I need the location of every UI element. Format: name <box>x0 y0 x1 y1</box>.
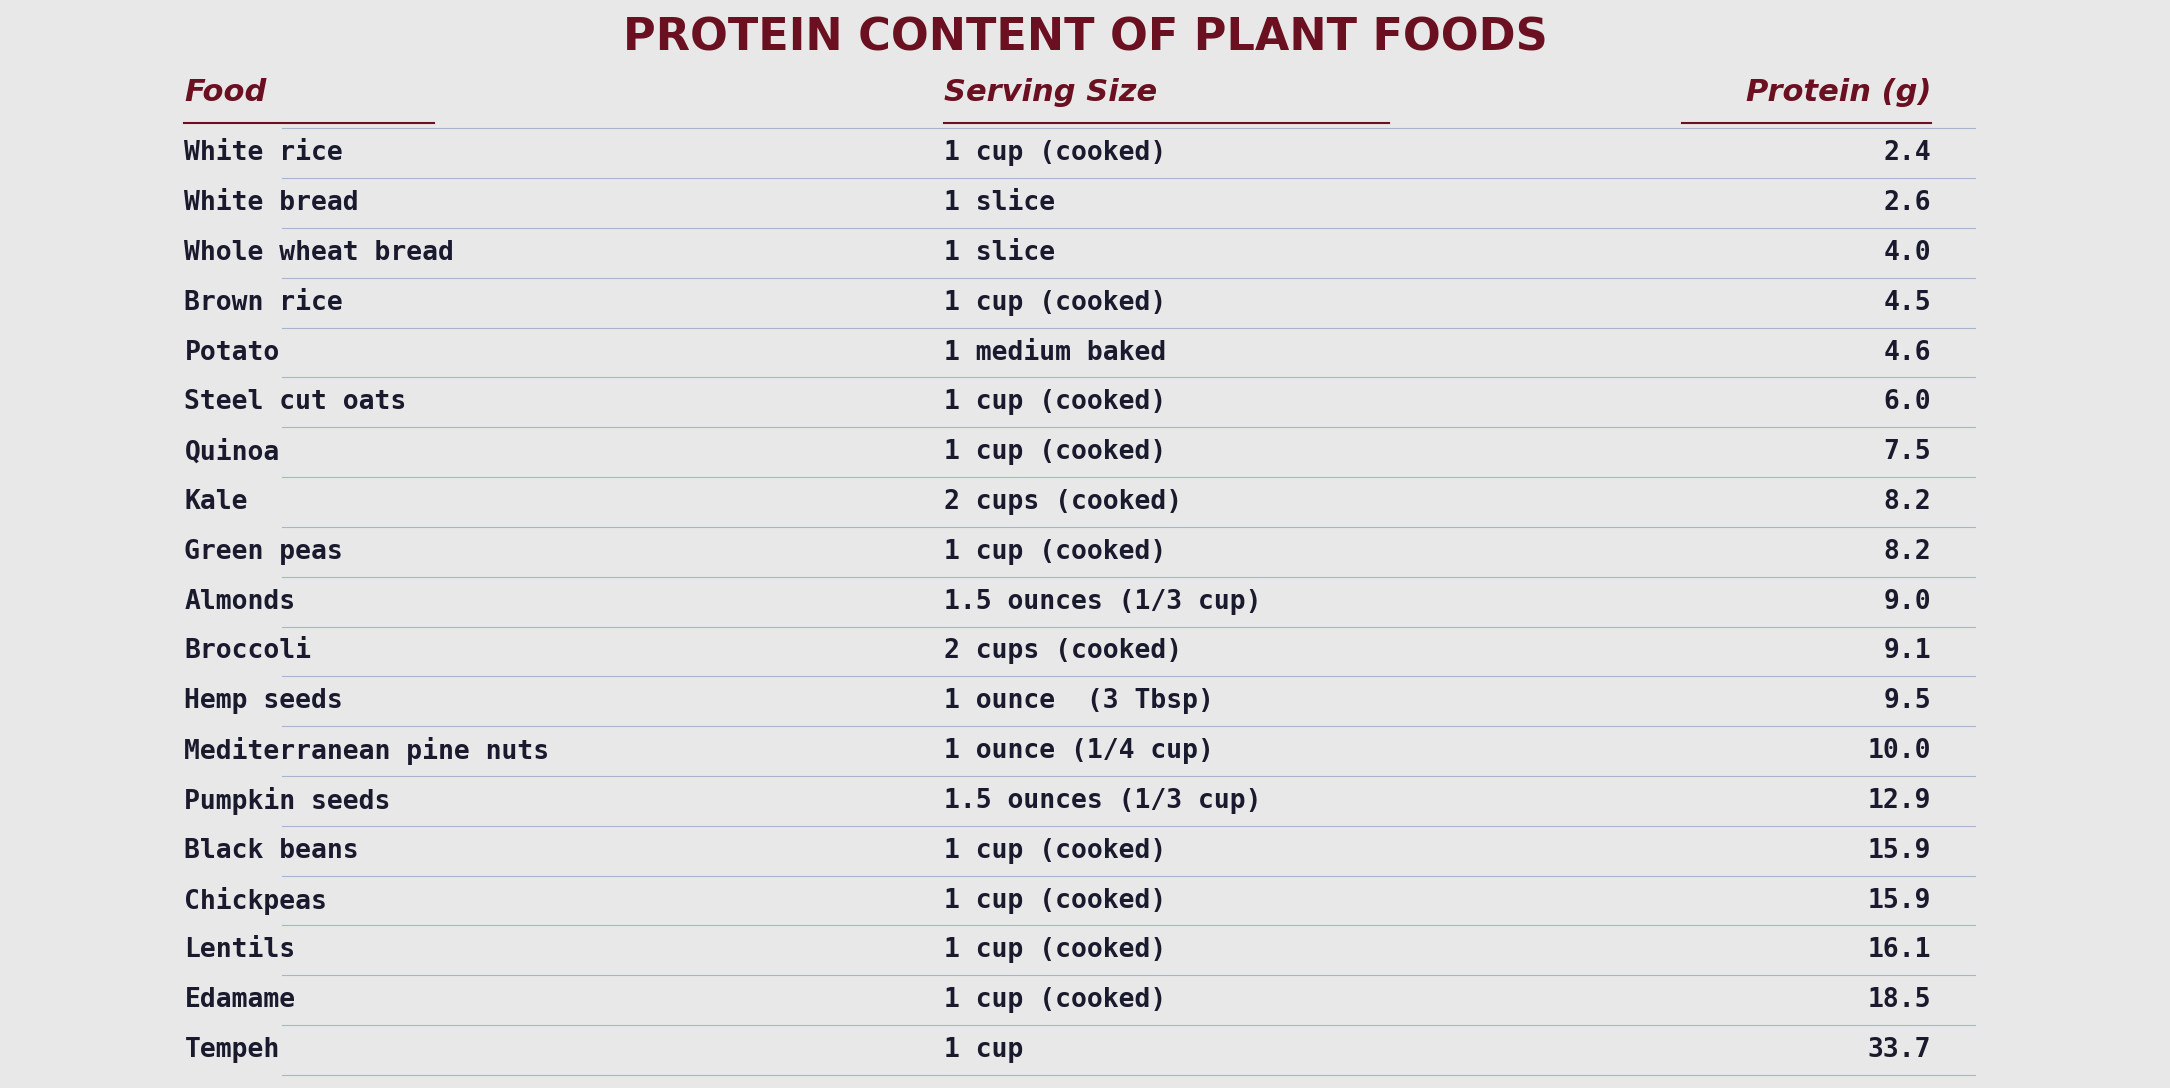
Text: Potato: Potato <box>184 339 280 366</box>
Text: 1 cup (cooked): 1 cup (cooked) <box>944 440 1165 466</box>
Text: 2.6: 2.6 <box>1884 190 1931 217</box>
Text: 2 cups (cooked): 2 cups (cooked) <box>944 639 1183 665</box>
Text: Steel cut oats: Steel cut oats <box>184 390 406 416</box>
Text: 4.5: 4.5 <box>1884 289 1931 316</box>
Text: 1 slice: 1 slice <box>944 190 1055 217</box>
Text: 8.2: 8.2 <box>1884 489 1931 515</box>
Text: 2 cups (cooked): 2 cups (cooked) <box>944 489 1183 515</box>
Text: 1 cup (cooked): 1 cup (cooked) <box>944 539 1165 565</box>
Text: Tempeh: Tempeh <box>184 1037 280 1063</box>
Text: Almonds: Almonds <box>184 589 295 615</box>
Text: 1 cup (cooked): 1 cup (cooked) <box>944 888 1165 914</box>
Text: 1 medium baked: 1 medium baked <box>944 339 1165 366</box>
Text: 7.5: 7.5 <box>1884 440 1931 466</box>
Text: 1 cup (cooked): 1 cup (cooked) <box>944 390 1165 416</box>
Text: 4.0: 4.0 <box>1884 240 1931 265</box>
Text: 1 cup: 1 cup <box>944 1037 1024 1063</box>
Text: 1.5 ounces (1/3 cup): 1.5 ounces (1/3 cup) <box>944 788 1261 814</box>
Text: Food: Food <box>184 78 267 107</box>
Text: White bread: White bread <box>184 190 358 217</box>
Text: 2.4: 2.4 <box>1884 140 1931 166</box>
Text: 1 ounce  (3 Tbsp): 1 ounce (3 Tbsp) <box>944 689 1213 715</box>
Text: 10.0: 10.0 <box>1868 738 1931 764</box>
Text: 9.0: 9.0 <box>1884 589 1931 615</box>
Text: 1 cup (cooked): 1 cup (cooked) <box>944 838 1165 864</box>
Text: 1 cup (cooked): 1 cup (cooked) <box>944 140 1165 166</box>
Text: Serving Size: Serving Size <box>944 78 1157 107</box>
Text: 1.5 ounces (1/3 cup): 1.5 ounces (1/3 cup) <box>944 589 1261 615</box>
Text: 1 cup (cooked): 1 cup (cooked) <box>944 987 1165 1013</box>
Text: Kale: Kale <box>184 489 247 515</box>
Text: 6.0: 6.0 <box>1884 390 1931 416</box>
Text: Hemp seeds: Hemp seeds <box>184 689 343 715</box>
Text: 9.1: 9.1 <box>1884 639 1931 665</box>
Text: 18.5: 18.5 <box>1868 987 1931 1013</box>
Text: 33.7: 33.7 <box>1868 1037 1931 1063</box>
Text: 8.2: 8.2 <box>1884 539 1931 565</box>
Text: 1 cup (cooked): 1 cup (cooked) <box>944 289 1165 316</box>
Text: PROTEIN CONTENT OF PLANT FOODS: PROTEIN CONTENT OF PLANT FOODS <box>623 16 1547 60</box>
Text: 4.6: 4.6 <box>1884 339 1931 366</box>
Text: 15.9: 15.9 <box>1868 838 1931 864</box>
Text: 1 ounce (1/4 cup): 1 ounce (1/4 cup) <box>944 738 1213 764</box>
Text: Lentils: Lentils <box>184 938 295 963</box>
Text: Brown rice: Brown rice <box>184 289 343 316</box>
Text: Mediterranean pine nuts: Mediterranean pine nuts <box>184 738 549 765</box>
Text: Quinoa: Quinoa <box>184 440 280 466</box>
Text: 15.9: 15.9 <box>1868 888 1931 914</box>
Text: White rice: White rice <box>184 140 343 166</box>
Text: Pumpkin seeds: Pumpkin seeds <box>184 787 391 815</box>
Text: Green peas: Green peas <box>184 539 343 565</box>
Text: Broccoli: Broccoli <box>184 639 312 665</box>
Text: 12.9: 12.9 <box>1868 788 1931 814</box>
Text: Edamame: Edamame <box>184 987 295 1013</box>
Text: 1 cup (cooked): 1 cup (cooked) <box>944 938 1165 963</box>
Text: Whole wheat bread: Whole wheat bread <box>184 240 454 265</box>
Text: Chickpeas: Chickpeas <box>184 887 328 915</box>
Text: Protein (g): Protein (g) <box>1747 78 1931 107</box>
Text: Black beans: Black beans <box>184 838 358 864</box>
Text: 9.5: 9.5 <box>1884 689 1931 715</box>
Text: 16.1: 16.1 <box>1868 938 1931 963</box>
Text: 1 slice: 1 slice <box>944 240 1055 265</box>
